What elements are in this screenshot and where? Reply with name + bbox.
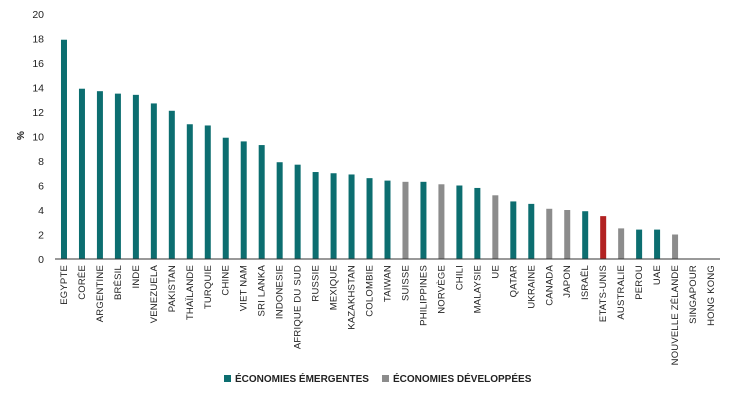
- bar-egypte: [60, 39, 67, 260]
- x-tick-label: ARGENTINE: [95, 265, 106, 322]
- x-tick-label: MALAYSIE: [472, 265, 483, 313]
- bar-australie: [618, 228, 625, 260]
- bar-suisse: [402, 181, 409, 259]
- y-tick-label: 6: [38, 181, 44, 193]
- x-tick-label: SRI LANKA: [257, 265, 268, 317]
- legend-label-developed: ÉCONOMIES DÉVELOPPÉES: [393, 372, 532, 385]
- y-tick-label: 10: [32, 132, 44, 144]
- bars: [60, 39, 679, 260]
- y-tick-label: 16: [32, 58, 44, 70]
- x-tick-label: CORÉE: [77, 265, 88, 300]
- x-tick-label: NOUVELLE ZÉLANDE: [670, 265, 681, 365]
- x-tick-label: ISRAËL: [580, 265, 591, 300]
- bar-turquie: [204, 125, 211, 259]
- bar-mexique: [330, 173, 337, 259]
- y-tick-label: 0: [38, 254, 44, 266]
- x-tick-label: INDONESIE: [275, 265, 286, 319]
- bar-isra-l: [582, 211, 589, 259]
- bar-norv-ge: [438, 184, 445, 259]
- y-axis-title: %: [16, 131, 27, 140]
- x-tick-label: NORVÈGE: [436, 265, 447, 314]
- bar-uae: [654, 229, 661, 259]
- y-axis-ticks: 0 2 4 6 8 10 12 14 16 18 20: [32, 9, 44, 266]
- bar-br-sil: [114, 93, 121, 260]
- x-tick-label: UAE: [652, 265, 663, 285]
- bar-afrique-du-sud: [294, 164, 301, 259]
- y-tick-label: 2: [38, 230, 44, 242]
- x-tick-label: TAIWAN: [383, 265, 394, 302]
- bar-cor-e: [78, 88, 85, 259]
- x-tick-label: PAKISTAN: [167, 265, 178, 312]
- bar-ukraine: [528, 203, 535, 260]
- x-tick-label: VENEZUELA: [149, 265, 160, 324]
- bar-indonesie: [276, 162, 283, 259]
- x-tick-label: UKRAINE: [526, 265, 537, 309]
- x-tick-label: ETATS-UNIS: [598, 265, 609, 322]
- bar-qatar: [510, 201, 517, 259]
- x-axis-labels: EGYPTE CORÉE ARGENTINE BRÉSIL INDE VENEZUELA P…: [59, 265, 717, 366]
- bar-chili: [456, 185, 463, 259]
- x-tick-label: KAZAKHSTAN: [347, 265, 358, 330]
- bar-viet-nam: [240, 141, 247, 259]
- y-tick-label: 4: [38, 205, 44, 217]
- legend: ÉCONOMIES ÉMERGENTES ÉCONOMIES DÉVELOPPÉE…: [224, 372, 532, 385]
- x-tick-label: EGYPTE: [59, 265, 70, 305]
- x-tick-label: COLOMBIE: [365, 265, 376, 317]
- x-tick-label: THAÏLANDE: [185, 265, 196, 320]
- x-tick-label: INDE: [131, 265, 142, 289]
- bar-chine: [222, 137, 229, 259]
- bar-inde: [132, 94, 139, 259]
- bar-venezuela: [150, 103, 157, 260]
- x-tick-label: AFRIQUE DU SUD: [293, 265, 304, 349]
- bar-kazakhstan: [348, 174, 355, 259]
- legend-swatch-emerging: [224, 375, 231, 382]
- x-tick-label: PHILIPPINES: [418, 265, 429, 326]
- x-tick-label: SUISSE: [400, 265, 411, 301]
- x-tick-label: CHILI: [454, 265, 465, 290]
- y-tick-label: 20: [32, 9, 44, 21]
- bar-russie: [312, 172, 319, 259]
- x-tick-label: AUSTRALIE: [616, 265, 627, 320]
- legend-swatch-developed: [382, 375, 389, 382]
- bar-sri-lanka: [258, 145, 265, 259]
- y-tick-label: 8: [38, 156, 44, 168]
- y-tick-label: 14: [32, 83, 44, 95]
- x-tick-label: CANADA: [544, 265, 555, 306]
- bar-nouvelle-z-lande: [672, 234, 679, 259]
- bar-canada: [546, 208, 553, 259]
- bar-taiwan: [384, 180, 391, 259]
- x-tick-label: UE: [490, 265, 501, 279]
- bar-perou: [636, 229, 643, 259]
- bar-argentine: [96, 91, 103, 260]
- legend-label-emerging: ÉCONOMIES ÉMERGENTES: [235, 372, 369, 385]
- bar-ue: [492, 195, 499, 259]
- bar-philippines: [420, 181, 427, 259]
- bar-malaysie: [474, 187, 481, 259]
- x-tick-label: MEXIQUE: [329, 265, 340, 310]
- bar-tha-lande: [186, 124, 193, 259]
- bar-japon: [564, 210, 571, 259]
- x-tick-label: VIET NAM: [239, 265, 250, 311]
- bar-pakistan: [168, 110, 175, 259]
- x-tick-label: HONG KONG: [706, 265, 717, 326]
- y-tick-label: 18: [32, 34, 44, 46]
- bar-colombie: [366, 178, 373, 259]
- x-tick-label: CHINE: [221, 265, 232, 296]
- x-tick-label: TURQUIE: [203, 265, 214, 309]
- y-tick-label: 12: [32, 107, 44, 119]
- x-tick-label: JAPON: [562, 265, 573, 298]
- x-tick-label: QATAR: [508, 265, 519, 297]
- x-tick-label: BRÉSIL: [113, 265, 124, 300]
- x-tick-label: SINGAPOUR: [688, 265, 699, 324]
- x-tick-label: RUSSIE: [311, 265, 322, 302]
- bar-etats-unis: [600, 216, 607, 260]
- x-tick-label: PEROU: [634, 265, 645, 300]
